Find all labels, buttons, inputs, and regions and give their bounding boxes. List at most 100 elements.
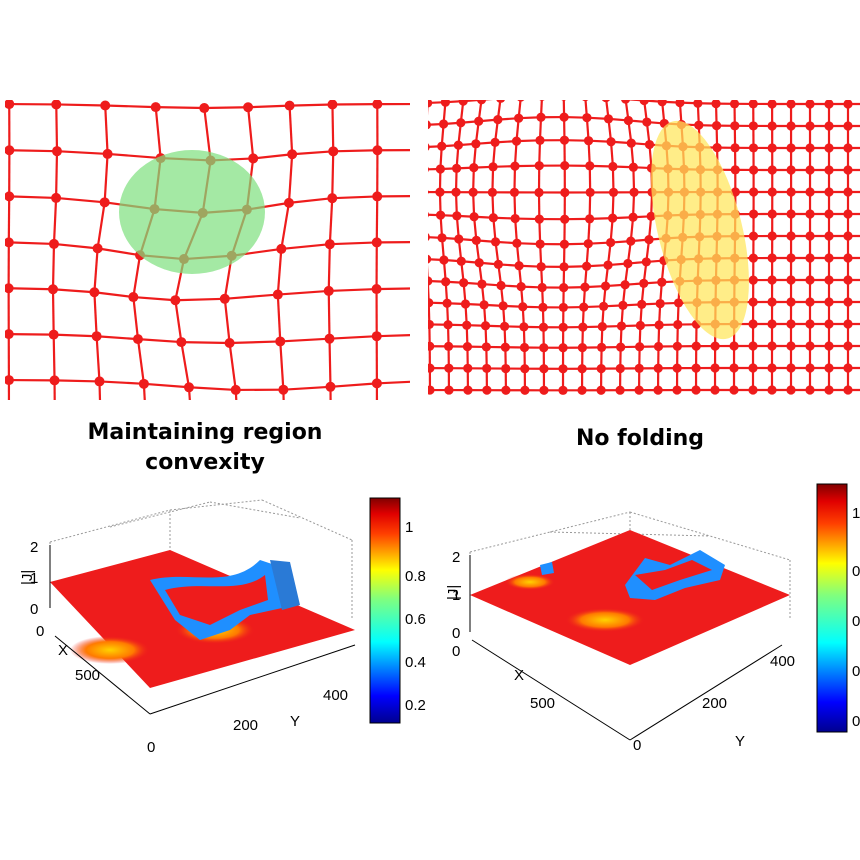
mesh-edge [328,198,334,245]
mesh-edge [283,385,331,391]
mesh-node [490,237,501,247]
mesh-node [459,278,469,288]
mesh-node [786,187,796,197]
mesh-edge [280,202,291,250]
mesh-node [5,375,14,386]
mesh-node [534,214,544,224]
colorbar-tick: 0.4 [852,663,860,680]
mesh-node [615,385,625,395]
mesh-node [824,341,834,351]
mesh-node [748,253,758,263]
mesh-node [577,385,587,395]
mesh-node [843,319,853,329]
mesh-edge [96,202,106,249]
mesh-edge [52,334,56,381]
mesh-node [480,321,491,331]
mesh-node [488,162,498,172]
mesh-node [748,100,758,109]
mesh-node [767,209,777,219]
mesh-node [324,333,335,344]
mesh-node [620,280,630,290]
mesh-node [482,385,492,395]
mesh-node [535,135,545,145]
mesh-node [729,363,739,373]
mesh-edge [143,382,190,389]
mesh-node [843,253,853,263]
mesh-node [805,100,815,109]
mesh-node [824,275,834,285]
mesh-node [653,385,663,395]
mesh-node [454,234,464,244]
folding-region [651,120,749,340]
mesh-edge [229,340,281,345]
mesh-node [428,233,430,241]
mesh-node [89,287,100,298]
mesh-node [94,376,105,387]
mesh-node [691,341,701,351]
mesh-node [824,385,834,395]
mesh-node [471,139,481,149]
mesh-node [621,100,631,104]
z-axis-label: |J| [19,570,36,585]
mesh-node [128,292,139,303]
mesh-node [601,100,610,103]
mesh-node [493,115,503,125]
mesh-edge [104,105,109,154]
mesh-node [514,261,524,271]
mesh-edge [96,335,139,341]
mesh-node [639,100,649,106]
x-tick-0: 0 [452,643,460,660]
mesh-node [710,341,720,351]
mesh-edge [8,287,54,291]
mesh-edge [132,296,140,340]
colorbar [369,497,401,724]
mesh-node [327,100,338,110]
surface-lump [70,636,150,664]
mesh-node [693,100,703,108]
mesh-node [582,100,589,102]
mesh-node [537,282,547,293]
mesh-edge [204,106,249,110]
mesh-edge [203,107,212,161]
y-tick-400: 400 [323,687,348,704]
surface-left-svg: 2 1 0 0 500 0 200 400 X Y |J| 0.2 0.4 0.… [19,497,426,756]
x-tick-0: 0 [36,623,44,640]
mesh-node [496,100,505,103]
mesh-node [559,239,570,249]
mesh-edge [98,381,102,400]
mesh-node [558,364,568,374]
mesh-edge [52,197,58,244]
mesh-edge [292,150,334,156]
mesh-node [559,135,570,145]
mesh-node [582,113,592,123]
mesh-node [534,161,544,171]
mesh-edge [136,338,145,384]
mesh-node [428,143,430,151]
mesh-node [824,121,834,131]
mesh-node [767,231,777,241]
mesh-node [711,120,722,131]
mesh-node [748,341,758,351]
mesh-node [629,187,639,197]
mesh-edge [99,380,144,385]
mesh-node [479,300,489,310]
mesh-node [824,363,834,373]
mesh-edge [332,195,378,200]
mesh-node [603,260,613,270]
mesh-node [451,163,462,173]
mesh-node [577,343,587,353]
mesh-edge [95,336,101,382]
mesh-edge [288,105,294,155]
mesh-node [843,209,853,219]
mesh-node [476,100,487,105]
mesh-node [635,320,645,331]
mesh-node [558,343,568,353]
mesh-node [843,121,853,131]
mesh-node [616,321,627,331]
mesh-node [585,161,595,171]
mesh-node [748,121,758,131]
mesh-node [603,114,614,124]
mesh-edge [188,386,236,392]
mesh-edge [8,333,54,336]
mesh-node [435,210,446,220]
